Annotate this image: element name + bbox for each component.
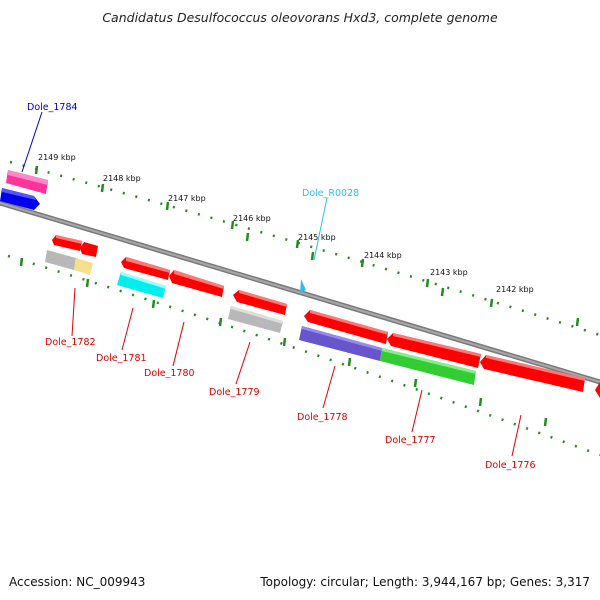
gene-feature-cyan[interactable]: [117, 272, 166, 298]
rna-marker[interactable]: [300, 279, 306, 293]
tick-label: 2145 kbp: [298, 233, 336, 242]
gene-feature-red[interactable]: [80, 242, 98, 257]
gene-feature-red[interactable]: [169, 270, 224, 297]
gene-label-dole-1784: Dole_1784: [27, 102, 78, 113]
gene-feature-red[interactable]: [595, 382, 600, 398]
gene-feature-red[interactable]: [304, 310, 388, 344]
gene-label-dole-1780: Dole_1780: [144, 368, 195, 379]
genome-stats-text: Topology: circular; Length: 3,944,167 bp…: [259, 575, 590, 589]
gene-feature-red[interactable]: [387, 333, 481, 368]
gene-label-dole-1779: Dole_1779: [209, 387, 260, 398]
tick-labels: 2149 kbp 2148 kbp 2147 kbp 2146 kbp 2145…: [38, 153, 534, 294]
gene-feature-red[interactable]: [480, 355, 585, 392]
gene-label-dole-1778: Dole_1778: [297, 412, 348, 423]
gene-label-dole-1782: Dole_1782: [45, 337, 96, 348]
tick-label: 2147 kbp: [168, 194, 206, 203]
gene-feature-red[interactable]: [52, 235, 82, 251]
gene-label-dole-1781: Dole_1781: [96, 353, 147, 364]
tick-label: 2142 kbp: [496, 285, 534, 294]
gene-label-dole-1776: Dole_1776: [485, 460, 536, 471]
genome-title: Candidatus Desulfococcus oleovorans Hxd3…: [102, 10, 498, 25]
inner-major-ticks: [19, 257, 548, 427]
gene-feature-yellow[interactable]: [74, 258, 93, 275]
gene-label-dole-1777: Dole_1777: [385, 435, 436, 446]
gene-feature-green[interactable]: [380, 348, 476, 385]
outer-major-ticks: [34, 165, 580, 327]
tick-label: 2146 kbp: [233, 214, 271, 223]
gene-feature-purple[interactable]: [299, 326, 382, 361]
tick-label: 2149 kbp: [38, 153, 76, 162]
label-leaders: [21, 111, 522, 457]
gene-label-dole-r0028: Dole_R0028: [302, 188, 359, 199]
reverse-genes: [45, 235, 600, 398]
tick-label: 2144 kbp: [364, 251, 402, 260]
gene-feature-red[interactable]: [233, 290, 287, 315]
gene-feature-grey[interactable]: [228, 306, 283, 333]
gene-feature-grey[interactable]: [45, 250, 76, 270]
gene-dole-1784-track: [0, 170, 48, 210]
accession-text: Accession: NC_009943: [9, 575, 145, 589]
tick-label: 2148 kbp: [103, 174, 141, 183]
tick-label: 2143 kbp: [430, 268, 468, 277]
